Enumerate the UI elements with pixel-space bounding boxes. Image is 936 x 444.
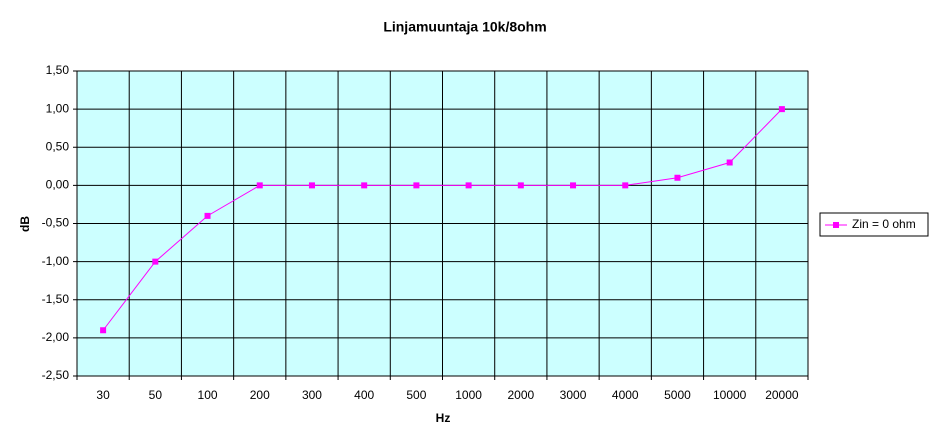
point-marker (413, 182, 420, 189)
point-marker (100, 327, 107, 334)
chart-title: Linjamuuntaja 10k/8ohm (383, 19, 546, 35)
point-marker (465, 182, 472, 189)
legend-box (819, 212, 929, 237)
legend-label: Zin = 0 ohm (852, 217, 916, 231)
y-tick-label: 0,50 (46, 139, 70, 153)
y-tick-label: -1,00 (42, 254, 70, 268)
y-axis-label: dB (18, 216, 32, 232)
point-marker (570, 182, 577, 189)
x-tick-label: 10000 (713, 388, 747, 402)
x-tick-label: 200 (250, 388, 270, 402)
point-marker (361, 182, 368, 189)
y-tick-label: -0,50 (42, 216, 70, 230)
point-marker (622, 182, 629, 189)
x-tick-label: 2000 (507, 388, 534, 402)
x-tick-label: 5000 (664, 388, 691, 402)
x-tick-label: 30 (96, 388, 110, 402)
x-tick-label: 500 (406, 388, 426, 402)
x-tick-label: 300 (302, 388, 322, 402)
point-marker (308, 182, 315, 189)
y-tick-label: 0,00 (46, 178, 70, 192)
x-tick-label: 3000 (560, 388, 587, 402)
point-marker (204, 212, 211, 219)
point-marker (256, 182, 263, 189)
point-marker (674, 174, 681, 181)
point-marker (726, 159, 733, 166)
point-marker (152, 258, 159, 265)
x-tick-label: 50 (149, 388, 163, 402)
point-marker (778, 106, 785, 113)
legend-marker (833, 222, 839, 228)
x-axis-label: Hz (436, 411, 451, 425)
y-tick-label: -2,50 (42, 368, 70, 382)
y-tick-label: -1,50 (42, 292, 70, 306)
y-tick-label: 1,00 (46, 101, 70, 115)
y-tick-label: 1,50 (46, 63, 70, 77)
x-tick-label: 20000 (765, 388, 799, 402)
point-marker (517, 182, 524, 189)
series-line (102, 108, 783, 331)
x-tick-label: 1000 (455, 388, 482, 402)
x-tick-label: 400 (354, 388, 374, 402)
y-tick-label: -2,00 (42, 330, 70, 344)
x-tick-label: 4000 (612, 388, 639, 402)
x-tick-label: 100 (198, 388, 218, 402)
